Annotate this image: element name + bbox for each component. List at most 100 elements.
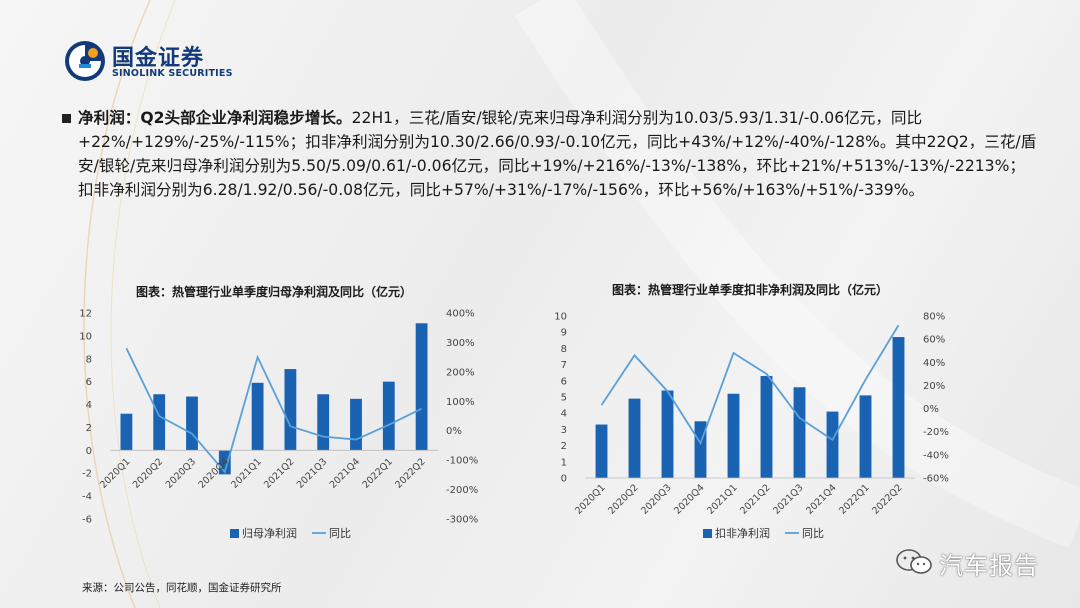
chart-title: 图表：热管理行业单季度扣非净利润及同比（亿元）: [612, 282, 888, 297]
right-axis-tick-label: 200%: [446, 367, 475, 378]
bar: [251, 382, 264, 451]
x-axis-tick-label: 2020Q3: [164, 456, 198, 490]
bar: [859, 395, 872, 478]
wechat-icon: [896, 549, 932, 574]
watermark: 汽车报告: [895, 546, 1065, 580]
right-axis-tick-label: -20%: [923, 427, 949, 438]
deducted-net-profit-chart-svg: 图表：热管理行业单季度扣非净利润及同比（亿元）10987654321080%60…: [554, 282, 949, 540]
summary-paragraph: 净利润：Q2头部企业净利润稳步增长。22H1，三花/盾安/银轮/克来归母净利润分…: [62, 106, 1038, 202]
x-axis-tick-label: 2021Q3: [771, 482, 805, 516]
x-axis-tick-label: 2022Q2: [393, 456, 427, 490]
legend-line-label: 同比: [329, 527, 351, 540]
company-logo: 国金证券 SINOLINK SECURITIES: [64, 38, 264, 84]
right-axis-tick-label: -300%: [446, 515, 478, 526]
x-axis-tick-label: 2021Q4: [328, 456, 362, 490]
chart-title: 图表：热管理行业单季度归母净利润及同比（亿元）: [136, 284, 412, 299]
bar: [826, 411, 839, 478]
x-axis-tick-label: 2021Q2: [738, 482, 772, 516]
yoy-line: [600, 324, 900, 446]
x-axis-tick-label: 2020Q3: [639, 482, 673, 516]
left-axis-tick-label: 4: [561, 409, 567, 420]
logo-english-name: SINOLINK SECURITIES: [112, 68, 233, 79]
left-axis-tick-label: -2: [82, 469, 92, 480]
x-axis-tick-label: 2021Q2: [262, 456, 296, 490]
right-axis-tick-label: 80%: [923, 312, 945, 323]
yoy-line: [125, 347, 422, 474]
deducted-net-profit-chart: 图表：热管理行业单季度扣非净利润及同比（亿元） 10 9 8 7 6 5 4 3 2 1 0 80% 60…: [554, 276, 985, 546]
sinolink-logo-icon: [65, 41, 105, 81]
right-axis-tick-label: 40%: [923, 358, 945, 369]
left-axis-tick-label: 4: [86, 400, 92, 411]
legend-bar-label: 归母净利润: [242, 526, 297, 540]
bar: [661, 390, 674, 478]
right-axis-tick-label: 400%: [446, 309, 475, 320]
bar: [284, 369, 297, 451]
bar: [892, 337, 905, 478]
left-axis-tick-label: -6: [82, 515, 92, 526]
left-axis-tick-label: 9: [561, 328, 567, 339]
bar: [415, 323, 428, 451]
legend-line-label: 同比: [802, 527, 824, 540]
x-axis-tick-label: 2022Q2: [870, 482, 904, 516]
x-axis-tick-label: 2020Q1: [98, 456, 132, 490]
bar: [628, 398, 641, 478]
bar: [153, 394, 166, 451]
x-axis-tick-label: 2022Q1: [837, 482, 871, 516]
right-axis-tick-label: -40%: [923, 450, 949, 461]
bar: [595, 424, 608, 478]
paragraph-lead: 净利润：Q2头部企业净利润稳步增长。: [78, 109, 352, 127]
logo-chinese-name: 国金证券: [112, 46, 205, 71]
left-axis-tick-label: 7: [561, 360, 567, 371]
net-profit-chart: 图表：热管理行业单季度归母净利润及同比（亿元） 12 10 8 6 4 2 0 -2 -4 -6 40…: [70, 276, 500, 546]
x-axis-tick-label: 2022Q1: [360, 456, 394, 490]
legend-bar-label: 扣非净利润: [715, 526, 770, 540]
x-axis-tick-label: 2020Q4: [672, 482, 706, 516]
right-axis-tick-label: 0%: [923, 404, 939, 415]
left-axis-tick-label: 8: [561, 344, 567, 355]
bar: [120, 413, 133, 451]
right-axis-tick-label: 300%: [446, 338, 475, 349]
bar: [760, 375, 773, 478]
net-profit-chart-svg: 图表：热管理行业单季度归母净利润及同比（亿元） 12 10 8 6 4 2 0 -2 -4 -6 40…: [79, 284, 478, 540]
bar: [727, 393, 740, 478]
bar: [317, 394, 330, 451]
left-axis-tick-label: 10: [79, 331, 92, 342]
x-axis-tick-label: 2021Q3: [295, 456, 329, 490]
right-axis-tick-label: -100%: [446, 456, 478, 467]
bar: [350, 398, 362, 451]
right-axis-tick-label: 20%: [923, 381, 945, 392]
left-axis-tick-label: -4: [82, 492, 92, 503]
left-axis-tick-label: 8: [86, 354, 92, 365]
bar: [218, 450, 231, 475]
left-axis-tick-label: 2: [561, 441, 567, 452]
bar: [694, 421, 707, 478]
right-axis-tick-label: 100%: [446, 397, 475, 408]
right-axis-tick-label: -60%: [923, 474, 949, 485]
x-axis-tick-label: 2021Q4: [804, 482, 838, 516]
x-axis-tick-label: 2020Q2: [606, 482, 640, 516]
left-axis-tick-label: 3: [561, 425, 567, 436]
square-bullet-icon: [62, 114, 71, 123]
x-axis-tick-label: 2021Q1: [229, 456, 263, 490]
legend-bar-swatch: [703, 529, 712, 538]
x-axis-tick-label: 2020Q2: [131, 456, 165, 490]
bar: [793, 387, 806, 478]
right-axis-tick-label: 60%: [923, 335, 945, 346]
paragraph-body: 22H1，三花/盾安/银轮/克来归母净利润分别为10.03/5.93/1.31/…: [78, 109, 1037, 199]
watermark-text: 汽车报告: [939, 552, 1039, 580]
left-axis-tick-label: 5: [561, 393, 567, 404]
left-axis-tick-label: 12: [79, 309, 92, 320]
x-axis-tick-label: 2020Q1: [573, 482, 607, 516]
right-axis-tick-label: -200%: [446, 485, 478, 496]
x-axis-tick-label: 2021Q1: [705, 482, 739, 516]
left-axis-tick-label: 0: [86, 446, 92, 457]
source-note: 来源：公司公告，同花顺，国金证券研究所: [82, 582, 282, 594]
bar: [186, 396, 198, 451]
legend-bar-swatch: [230, 529, 239, 538]
left-axis-tick-label: 6: [561, 376, 567, 387]
right-axis-tick-label: 0%: [446, 426, 462, 437]
bar: [382, 381, 395, 451]
left-axis-tick-label: 2: [86, 423, 92, 434]
left-axis-tick-label: 1: [561, 457, 567, 468]
left-axis-tick-label: 0: [561, 474, 567, 485]
